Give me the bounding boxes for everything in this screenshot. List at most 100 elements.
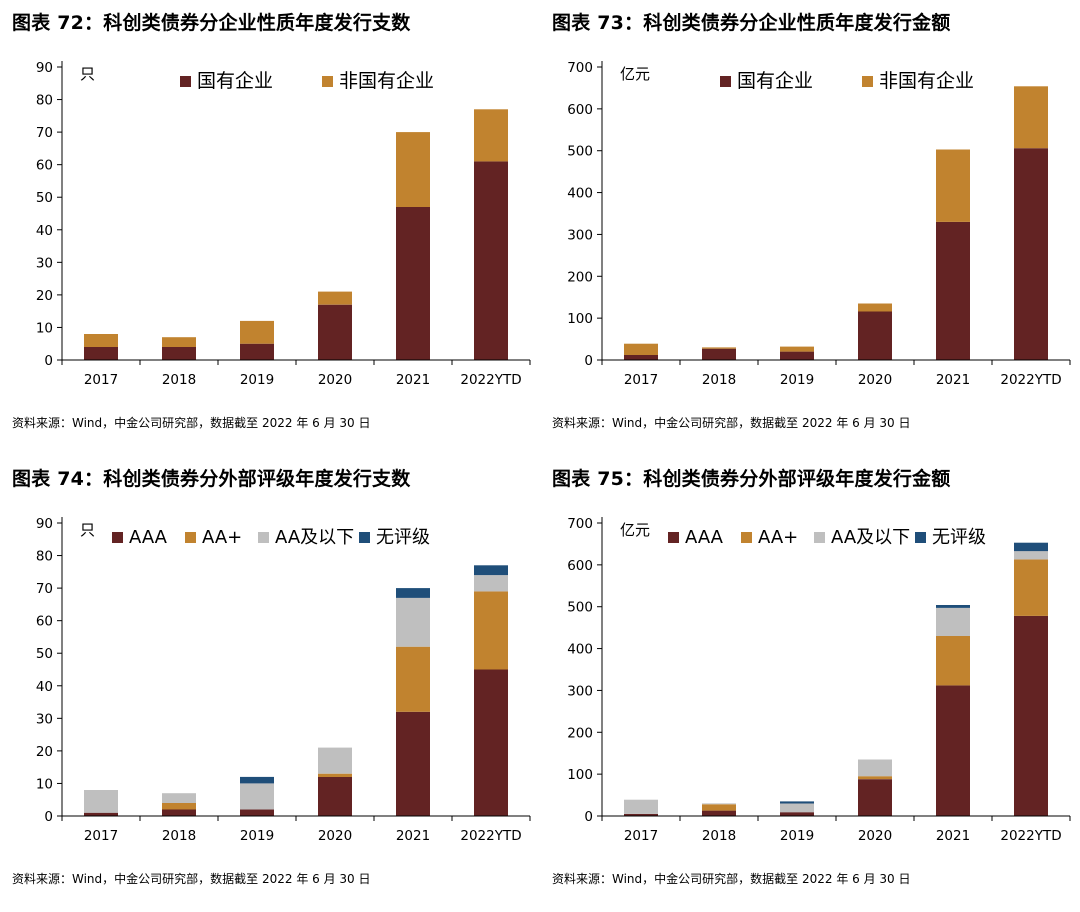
- y-tick-label: 200: [567, 269, 593, 285]
- x-tick-label: 2020: [858, 828, 892, 844]
- bar-segment: [84, 334, 118, 347]
- bar-segment: [474, 575, 508, 592]
- y-tick-label: 700: [567, 516, 593, 532]
- y-tick-label: 70: [36, 581, 53, 597]
- bar-segment: [318, 291, 352, 305]
- bar-segment: [396, 588, 430, 598]
- bar-segment: [1014, 148, 1048, 360]
- bar-segment: [858, 311, 892, 360]
- legend-swatch: [915, 532, 926, 543]
- bar-segment: [396, 711, 430, 816]
- legend-label: 国有企业: [197, 70, 273, 92]
- legend-swatch: [322, 76, 333, 87]
- y-tick-label: 400: [567, 186, 593, 202]
- bar-segment: [1014, 542, 1048, 552]
- x-tick-label: 2022YTD: [1000, 372, 1061, 388]
- bar-segment: [780, 803, 814, 813]
- stacked-bar-chart: 0 10 20 30 40 50 60 70 80 90 2017 2018 2019 2020 2021 2…: [36, 516, 531, 844]
- y-tick-label: 600: [567, 558, 593, 574]
- x-tick-label: 2020: [318, 372, 352, 388]
- legend-label: 无评级: [376, 527, 430, 548]
- y-tick-label: 10: [36, 776, 53, 792]
- y-tick-label: 30: [36, 711, 53, 727]
- x-tick-label: 2022YTD: [1000, 828, 1061, 844]
- legend-swatch: [668, 532, 679, 543]
- legend-label: AA及以下: [275, 527, 354, 548]
- y-tick-label: 70: [36, 125, 53, 141]
- x-tick-label: 2018: [702, 372, 736, 388]
- bar-segment: [780, 351, 814, 360]
- legend-label: AA及以下: [831, 527, 910, 548]
- bar-segment: [624, 799, 658, 814]
- y-tick-label: 500: [567, 144, 593, 160]
- y-tick-label: 0: [44, 353, 53, 369]
- bar-segment: [858, 759, 892, 777]
- y-tick-label: 50: [36, 190, 53, 206]
- bar-segment: [1014, 615, 1048, 816]
- legend-label: 无评级: [932, 527, 986, 548]
- x-tick-label: 2017: [624, 372, 658, 388]
- x-tick-label: 2018: [702, 828, 736, 844]
- chart-source-note: 资料来源：Wind，中金公司研究部，数据截至 2022 年 6 月 30 日: [12, 416, 371, 430]
- y-tick-label: 300: [567, 227, 593, 243]
- legend-label: 非国有企业: [339, 70, 434, 92]
- y-tick-label: 40: [36, 679, 53, 695]
- legend-swatch: [741, 532, 752, 543]
- y-tick-label: 500: [567, 600, 593, 616]
- bar-segment: [702, 804, 736, 811]
- y-tick-label: 90: [36, 60, 53, 76]
- x-tick-label: 2019: [780, 828, 814, 844]
- bar-segment: [858, 776, 892, 780]
- x-tick-label: 2021: [936, 828, 970, 844]
- stacked-bar-chart: 0 100 200 300 400 500 600 700 2017 2018 2019 2020 20…: [567, 60, 1071, 388]
- x-tick-label: 2020: [858, 372, 892, 388]
- chart-source-note: 资料来源：Wind，中金公司研究部，数据截至 2022 年 6 月 30 日: [552, 872, 911, 886]
- bar-segment: [162, 809, 196, 816]
- bar-segment: [84, 812, 118, 816]
- bar-segment: [396, 597, 430, 647]
- x-tick-label: 2021: [396, 372, 430, 388]
- bar-segment: [240, 783, 274, 810]
- x-tick-label: 2020: [318, 828, 352, 844]
- chart-source-note: 资料来源：Wind，中金公司研究部，数据截至 2022 年 6 月 30 日: [552, 416, 911, 430]
- bar-segment: [318, 773, 352, 777]
- chart-title: 图表 73：科创类债券分企业性质年度发行金额: [552, 12, 951, 34]
- x-tick-label: 2019: [240, 372, 274, 388]
- y-tick-label: 100: [567, 311, 593, 327]
- y-unit-label: 亿元: [620, 521, 650, 539]
- legend-label: 国有企业: [737, 70, 813, 92]
- bar-segment: [396, 646, 430, 712]
- x-tick-label: 2018: [162, 828, 196, 844]
- y-tick-label: 10: [36, 320, 53, 336]
- bar-segment: [936, 605, 970, 608]
- chart-title: 图表 72：科创类债券分企业性质年度发行支数: [12, 12, 411, 34]
- bar-segment: [240, 320, 274, 344]
- y-tick-label: 80: [36, 549, 53, 565]
- bar-segment: [780, 812, 814, 816]
- legend-label: 非国有企业: [879, 70, 974, 92]
- y-tick-label: 50: [36, 646, 53, 662]
- chart-panel-74: 图表 74：科创类债券分外部评级年度发行支数 0 10 20 30 40 50 60 70 80…: [0, 456, 540, 912]
- y-tick-label: 20: [36, 288, 53, 304]
- x-tick-label: 2017: [624, 828, 658, 844]
- y-tick-label: 700: [567, 60, 593, 76]
- x-tick-label: 2022YTD: [460, 828, 521, 844]
- bar-segment: [858, 779, 892, 816]
- legend-swatch: [180, 76, 191, 87]
- x-tick-label: 2021: [936, 372, 970, 388]
- legend-swatch: [720, 76, 731, 87]
- bar-segment: [936, 608, 970, 636]
- bar-segment: [936, 221, 970, 360]
- bar-segment: [702, 810, 736, 816]
- bar-segment: [780, 801, 814, 804]
- bar-segment: [162, 803, 196, 810]
- chart-title: 图表 74：科创类债券分外部评级年度发行支数: [12, 468, 411, 490]
- legend-swatch: [862, 76, 873, 87]
- legend-label: AAA: [129, 527, 168, 548]
- y-tick-label: 400: [567, 642, 593, 658]
- bar-segment: [84, 347, 118, 360]
- x-tick-label: 2022YTD: [460, 372, 521, 388]
- bar-segment: [240, 776, 274, 784]
- y-tick-label: 100: [567, 767, 593, 783]
- bar-segment: [936, 636, 970, 686]
